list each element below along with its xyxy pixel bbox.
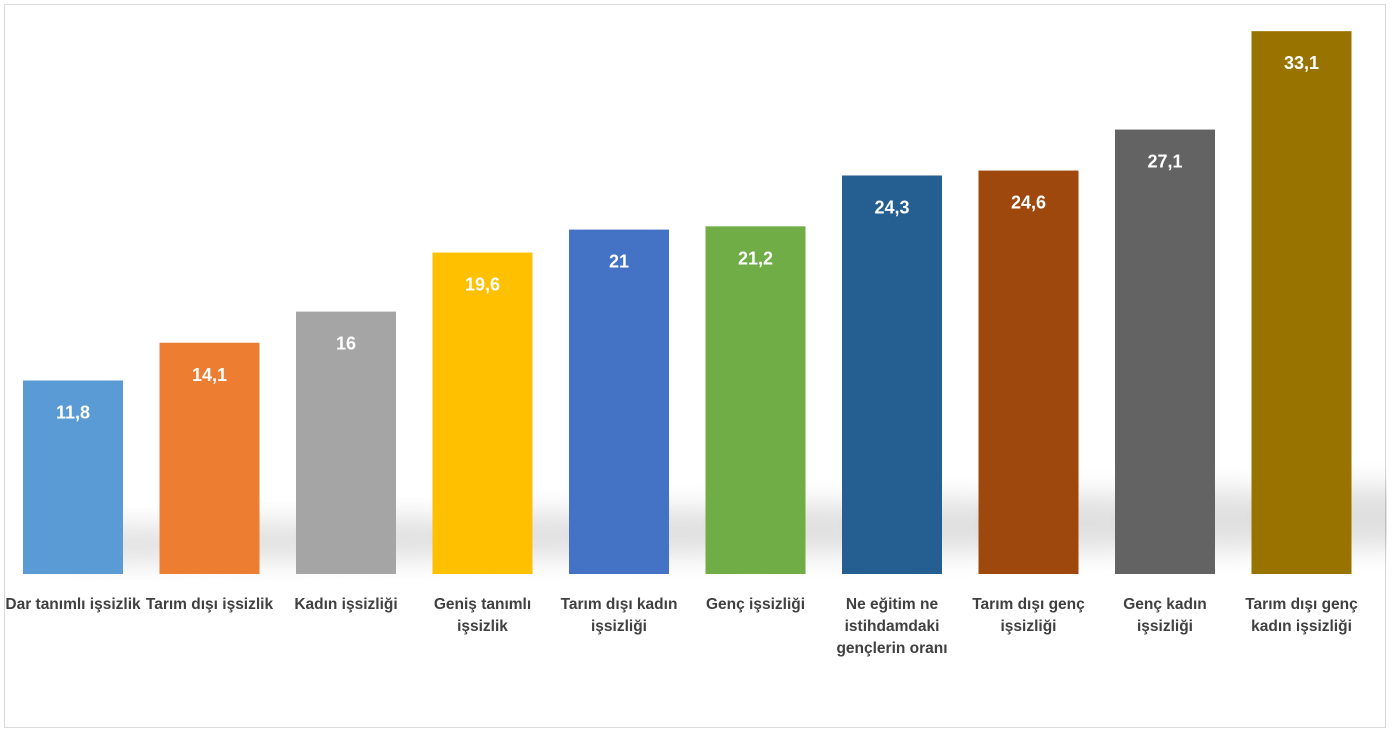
bar-6 bbox=[705, 226, 806, 574]
bar-value-label: 21 bbox=[609, 252, 629, 272]
bar-10 bbox=[1251, 31, 1352, 575]
chart-frame: 11,8 14,1 16 19,6 21 21,2 24,3 24,6 27,1 33,1 Dar… bbox=[4, 4, 1387, 728]
category-label: Kadın işsizliği bbox=[294, 596, 398, 613]
bar-5 bbox=[569, 229, 669, 574]
bars-group bbox=[23, 31, 1352, 575]
bar-value-label: 11,8 bbox=[56, 402, 90, 422]
bar-value-label: 14,1 bbox=[192, 365, 227, 385]
bar-2 bbox=[159, 342, 260, 574]
bar-7 bbox=[842, 175, 942, 575]
bar-value-label: 33,1 bbox=[1284, 53, 1319, 73]
category-label: Tarım dışı genç kadın işsizliği bbox=[1245, 596, 1358, 635]
category-label: Geniş tanımlı işsizlik bbox=[433, 596, 532, 635]
category-label: Tarım dışı kadın işsizliği bbox=[560, 596, 678, 635]
bar-4 bbox=[432, 252, 533, 574]
bar-1 bbox=[23, 380, 123, 574]
bar-3 bbox=[296, 311, 396, 574]
value-labels-group: 11,8 14,1 16 19,6 21 21,2 24,3 24,6 27,1 33,1 bbox=[56, 53, 1319, 422]
category-label: Genç işsizliği bbox=[705, 596, 806, 613]
bar-value-label: 24,3 bbox=[874, 197, 909, 217]
category-label: Dar tanımlı işsizlik bbox=[5, 596, 141, 613]
category-label: Tarım dışı genç işsizliği bbox=[972, 596, 1085, 635]
bar-chart: 11,8 14,1 16 19,6 21 21,2 24,3 24,6 27,1 33,1 bbox=[23, 31, 1387, 575]
bar-value-label: 21,2 bbox=[738, 248, 773, 268]
category-label: Tarım dışı işsizlik bbox=[145, 596, 274, 613]
bar-value-label: 16 bbox=[336, 334, 356, 354]
category-label: Ne eğitim ne istihdamdaki gençlerin oran… bbox=[836, 596, 948, 657]
bar-9 bbox=[1115, 129, 1215, 574]
category-label: Genç kadın işsizliği bbox=[1123, 596, 1207, 635]
bar-value-label: 24,6 bbox=[1011, 193, 1046, 213]
bar-value-label: 27,1 bbox=[1147, 152, 1182, 172]
bar-value-label: 19,6 bbox=[465, 275, 500, 295]
bar-8 bbox=[978, 170, 1079, 574]
